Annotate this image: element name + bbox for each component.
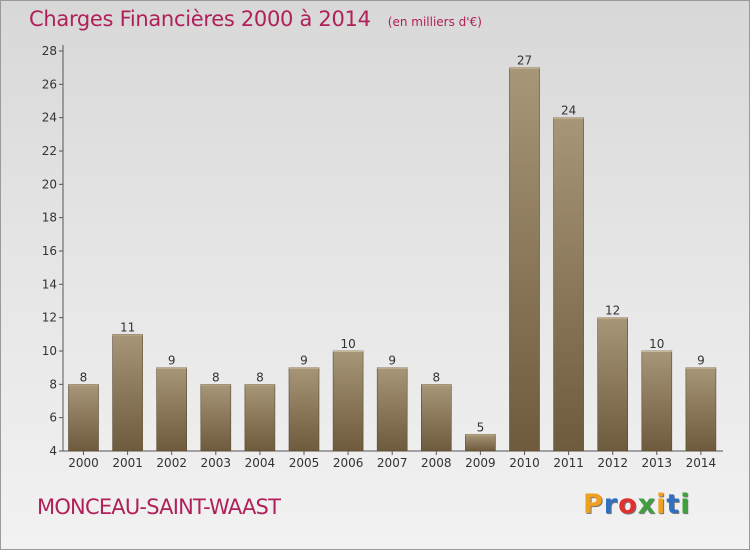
x-tick-label-2000: 2000 — [68, 456, 99, 470]
proxiti-logo[interactable]: Proxiti — [583, 489, 691, 520]
y-tick-label: 14 — [42, 277, 57, 291]
bar-2007 — [376, 367, 408, 452]
data-label-2006: 10 — [340, 337, 355, 351]
x-tick-label-2010: 2010 — [509, 456, 540, 470]
x-tick-label-2009: 2009 — [465, 456, 496, 470]
y-tick-label: 8 — [49, 377, 57, 391]
chart-title: Charges Financières 2000 à 2014 — [29, 7, 371, 31]
chart-unit: (en milliers d'€) — [387, 15, 482, 29]
y-tick-label: 4 — [49, 444, 57, 458]
logo-letter: x — [637, 489, 657, 520]
x-tick-label-2011: 2011 — [553, 456, 584, 470]
bar-2009 — [465, 434, 496, 452]
bar-2010 — [509, 67, 540, 452]
data-label-2007: 9 — [388, 354, 396, 368]
x-tick-label-2002: 2002 — [156, 456, 187, 470]
logo-letter: o — [618, 489, 638, 520]
bar-2002 — [156, 367, 187, 452]
commune-name: MONCEAU-SAINT-WAAST — [37, 495, 281, 519]
y-tick-label: 24 — [42, 111, 57, 125]
bar-2011 — [553, 117, 584, 452]
y-tick-label: 10 — [42, 344, 57, 358]
x-tick-label-2012: 2012 — [597, 456, 628, 470]
data-label-2012: 12 — [605, 304, 620, 318]
bar-2012 — [597, 317, 629, 452]
logo-letter: t — [666, 489, 681, 520]
x-tick-label-2007: 2007 — [377, 456, 408, 470]
bar-2005 — [288, 367, 320, 452]
logo-letter: i — [656, 489, 667, 520]
bar-2003 — [200, 384, 232, 452]
bar-2006 — [332, 350, 364, 452]
data-label-2001: 11 — [120, 320, 135, 334]
bar-2013 — [641, 350, 673, 452]
bar-2014 — [685, 367, 717, 452]
data-label-2014: 9 — [697, 354, 705, 368]
bars-group: 8 11 9 8 8 9 10 9 8 5 27 24 12 10 9 — [68, 54, 717, 452]
x-tick-label-2004: 2004 — [245, 456, 276, 470]
bar-2000 — [68, 384, 99, 452]
x-tick-label-2013: 2013 — [642, 456, 673, 470]
data-label-2000: 8 — [80, 370, 88, 384]
data-label-2004: 8 — [256, 370, 264, 384]
logo-letter: i — [680, 489, 691, 520]
data-label-2008: 8 — [432, 370, 440, 384]
data-label-2010: 27 — [517, 54, 532, 68]
x-tick-label-2014: 2014 — [686, 456, 717, 470]
logo-letter: P — [583, 489, 604, 520]
bar-2004 — [244, 384, 276, 452]
data-label-2003: 8 — [212, 370, 220, 384]
data-label-2009: 5 — [477, 420, 485, 434]
x-tick-label-2008: 2008 — [421, 456, 452, 470]
y-tick-label: 26 — [42, 77, 57, 91]
y-tick-label: 20 — [42, 177, 57, 191]
x-tick-label-2006: 2006 — [333, 456, 364, 470]
title-row: Charges Financières 2000 à 2014 (en mill… — [29, 7, 482, 31]
x-tick-label-2003: 2003 — [201, 456, 232, 470]
x-tick-label-2005: 2005 — [289, 456, 320, 470]
y-tick-label: 18 — [42, 211, 57, 225]
y-tick-label: 22 — [42, 144, 57, 158]
bar-2001 — [112, 334, 143, 452]
data-label-2013: 10 — [649, 337, 664, 351]
y-tick-label: 12 — [42, 311, 57, 325]
logo-letter: r — [603, 489, 619, 520]
data-label-2011: 24 — [561, 104, 576, 118]
data-label-2002: 9 — [168, 354, 176, 368]
y-tick-label: 28 — [42, 44, 57, 58]
data-label-2005: 9 — [300, 354, 308, 368]
bar-2008 — [420, 384, 452, 452]
y-tick-label: 6 — [49, 411, 57, 425]
x-tick-label-2001: 2001 — [112, 456, 143, 470]
y-tick-label: 16 — [42, 244, 57, 258]
axes: 4 6 8 10 12 14 16 18 20 22 24 26 28 2000 2001 2002 2003 2… — [42, 44, 723, 470]
